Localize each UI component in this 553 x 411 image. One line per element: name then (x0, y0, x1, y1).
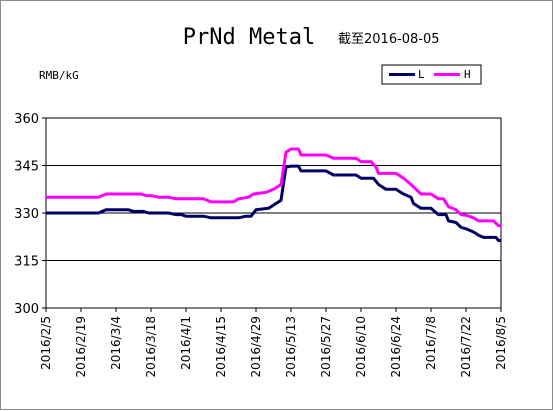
legend: L H (381, 64, 482, 85)
legend-label-h: H (464, 68, 471, 81)
chart-subtitle: 截至2016-08-05 (338, 32, 440, 47)
x-tick-label: 2016/5/13 (284, 316, 298, 378)
y-tick-label: 330 (14, 207, 39, 222)
chart-title: PrNd Metal (183, 25, 315, 50)
legend-box (381, 64, 482, 85)
x-tick-label: 2016/3/4 (109, 316, 123, 370)
x-tick-label: 2016/2/5 (39, 316, 53, 370)
x-tick-label: 2016/4/1 (179, 316, 193, 370)
x-tick-label: 2016/8/5 (494, 316, 508, 370)
x-tick-label: 2016/6/24 (389, 316, 403, 378)
x-tick-label: 2016/4/29 (249, 316, 263, 378)
x-tick-label: 2016/7/8 (424, 316, 438, 370)
y-tick-label: 315 (14, 255, 39, 270)
x-tick-label: 2016/4/15 (214, 316, 228, 378)
y-tick-label: 300 (14, 302, 39, 317)
plot-area: 300 315 330 345 360 2016/2/5 2016/2/19 2016/3/4… (14, 112, 508, 378)
x-tick-label: 2016/7/22 (459, 316, 473, 378)
y-axis-unit-label: RMB/kG (39, 69, 79, 82)
y-tick-label: 360 (14, 112, 39, 127)
series-line-h (46, 147, 501, 228)
x-tick-label: 2016/3/18 (144, 316, 158, 378)
x-tick-label: 2016/5/27 (319, 316, 333, 378)
x-tick-label: 2016/6/10 (354, 316, 368, 378)
series-line-l (46, 164, 501, 242)
y-tick-label: 345 (14, 160, 39, 175)
x-tick-label: 2016/2/19 (74, 316, 88, 378)
legend-label-l: L (418, 68, 425, 81)
